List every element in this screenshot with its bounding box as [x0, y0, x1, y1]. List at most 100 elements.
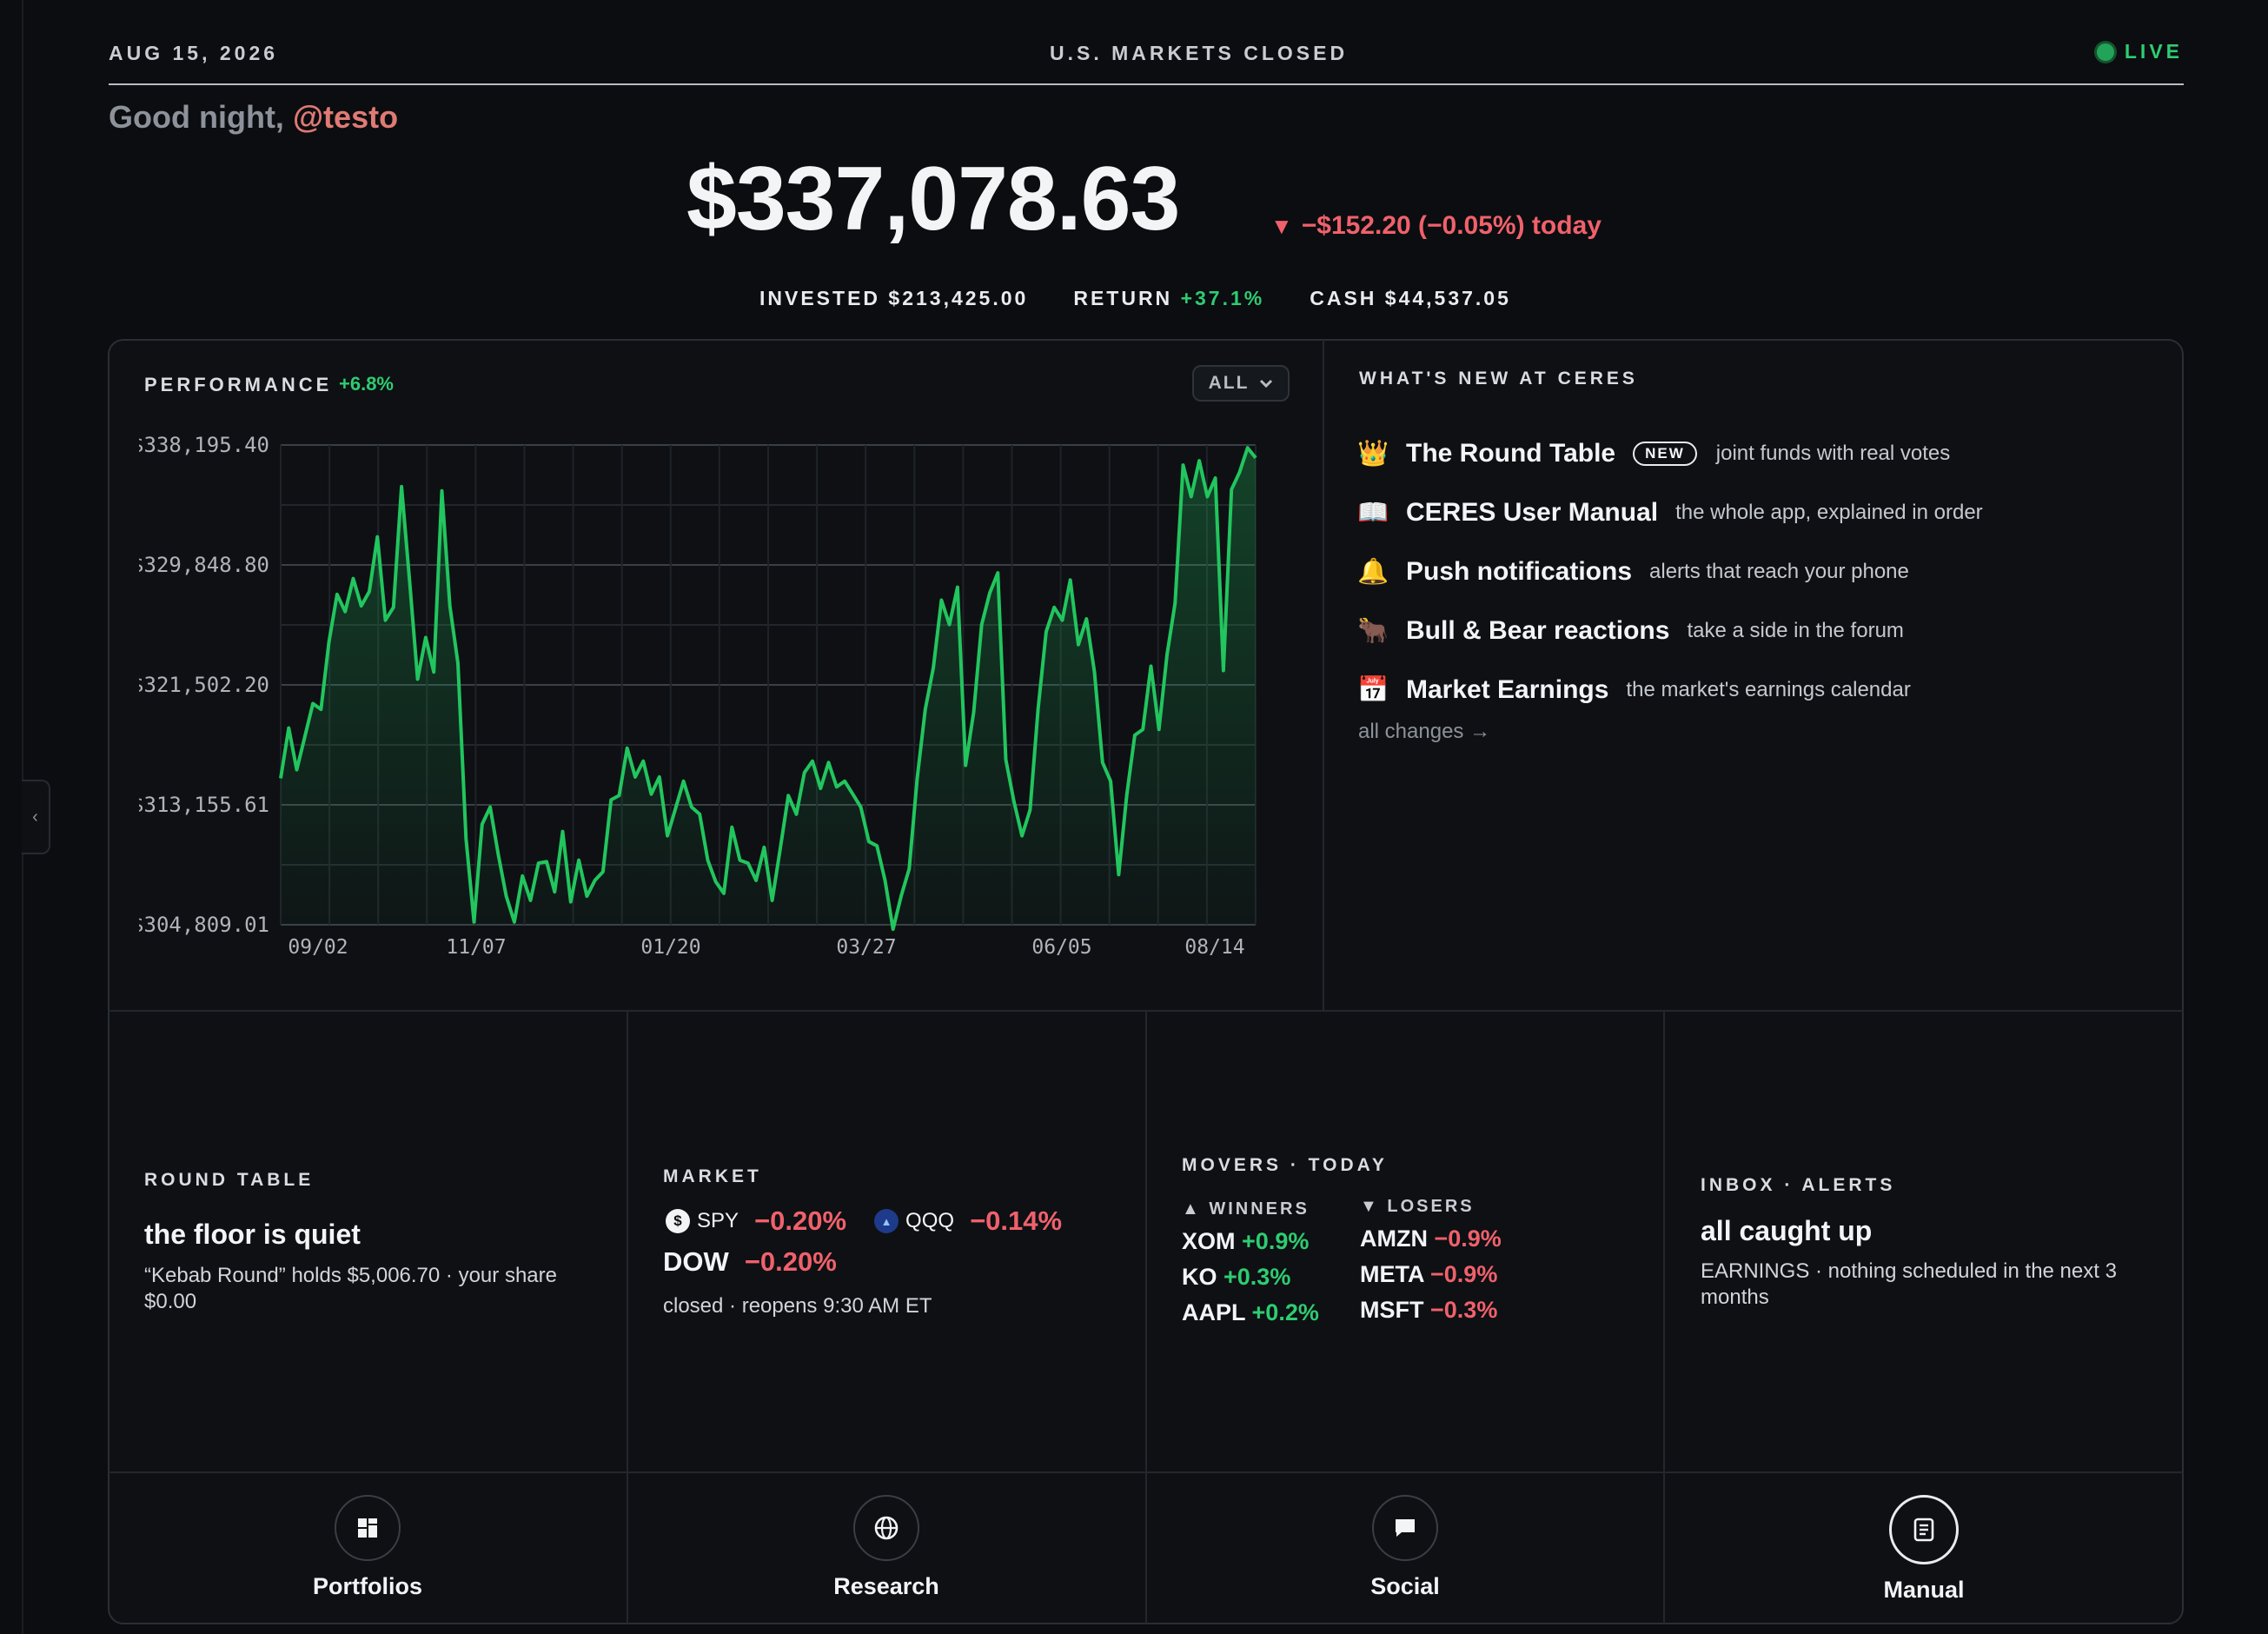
live-indicator: LIVE: [2096, 40, 2183, 63]
news-item-market-earnings[interactable]: 📅 Market Earnings the market's earnings …: [1357, 661, 1983, 720]
mover-change: +0.9%: [1242, 1228, 1310, 1254]
bell-icon: 🔔: [1357, 558, 1389, 586]
y-tick-label: $304,809.01: [139, 913, 269, 937]
mover-row[interactable]: META −0.9%: [1360, 1261, 1502, 1297]
grid-icon: [358, 1518, 377, 1538]
card-divider: [627, 1012, 628, 1624]
x-tick-label: 03/27: [836, 936, 896, 959]
triangle-up-icon: ▲: [1182, 1199, 1202, 1219]
document-icon: [1913, 1518, 1934, 1542]
mover-row[interactable]: MSFT −0.3%: [1360, 1297, 1502, 1332]
new-badge: NEW: [1633, 442, 1697, 466]
nav-manual-label: Manual: [1883, 1577, 1965, 1603]
news-item-name: CERES User Manual: [1406, 498, 1659, 527]
crown-icon: 👑: [1357, 440, 1389, 468]
bull-icon: 🐂: [1357, 617, 1389, 645]
panel-divider: [109, 1010, 2183, 1012]
performance-label: PERFORMANCE: [144, 374, 333, 395]
news-item-round-table[interactable]: 👑 The Round Table NEW joint funds with r…: [1357, 424, 1983, 483]
stat-return: RETURN +37.1%: [1073, 287, 1264, 310]
news-item-name: The Round Table: [1406, 439, 1616, 468]
x-tick-label: 11/07: [446, 936, 506, 959]
performance-chart: $338,195.40 $329,848.80 $321,502.20 $313,15…: [139, 433, 1257, 959]
inbox-text: EARNINGS · nothing scheduled in the next…: [1701, 1259, 2117, 1309]
nav-research[interactable]: Research: [627, 1495, 1145, 1600]
news-item-desc: alerts that reach your phone: [1649, 560, 1909, 583]
cash-label: CASH: [1310, 287, 1377, 309]
dow-change: −0.20%: [744, 1246, 837, 1277]
dow-symbol: DOW: [663, 1246, 729, 1277]
news-item-desc: joint funds with real votes: [1715, 442, 1951, 465]
winners-label: WINNERS: [1209, 1199, 1310, 1219]
cash-value: $44,537.05: [1384, 287, 1511, 309]
nav-manual[interactable]: Manual: [1665, 1495, 2183, 1604]
range-value: ALL: [1208, 373, 1250, 393]
news-item-name: Bull & Bear reactions: [1406, 616, 1670, 645]
all-changes-link[interactable]: all changes →: [1358, 720, 1491, 743]
calendar-icon: 📅: [1357, 676, 1389, 704]
news-item-user-manual[interactable]: 📖 CERES User Manual the whole app, expla…: [1357, 483, 1983, 542]
username-link[interactable]: @testo: [292, 99, 399, 135]
sidebar-collapse-button[interactable]: ‹: [22, 780, 50, 854]
market-label: MARKET: [663, 1166, 762, 1186]
nav-social[interactable]: Social: [1146, 1495, 1664, 1600]
news-list: 👑 The Round Table NEW joint funds with r…: [1357, 424, 1983, 720]
header-divider: [109, 83, 2184, 85]
nav-portfolios[interactable]: Portfolios: [109, 1495, 627, 1600]
nav-portfolios-button[interactable]: [335, 1495, 401, 1561]
dollar-icon: $: [666, 1209, 690, 1233]
x-tick-label: 01/20: [640, 936, 700, 959]
y-tick-label: $313,155.61: [139, 793, 269, 817]
y-tick-label: $321,502.20: [139, 673, 269, 697]
mover-symbol: AAPL: [1182, 1299, 1246, 1325]
inbox-title[interactable]: all caught up: [1701, 1215, 1873, 1246]
performance-pct: +6.8%: [339, 373, 394, 395]
news-item-name: Push notifications: [1406, 557, 1633, 586]
nav-social-button[interactable]: [1372, 1495, 1438, 1561]
market-status-text: closed · reopens 9:30 AM ET: [663, 1294, 932, 1318]
losers-label: LOSERS: [1387, 1197, 1475, 1216]
series-line: [279, 446, 1257, 932]
stat-cash: CASH $44,537.05: [1310, 287, 1511, 310]
y-tick-label: $329,848.80: [139, 553, 269, 577]
market-status: U.S. MARKETS CLOSED: [1050, 42, 1349, 64]
news-title: WHAT'S NEW AT CERES: [1359, 369, 1638, 389]
mover-row[interactable]: XOM +0.9%: [1182, 1228, 1319, 1264]
round-table-title[interactable]: the floor is quiet: [144, 1219, 361, 1250]
qqq-symbol: QQQ: [905, 1209, 955, 1232]
inbox-label: INBOX · ALERTS: [1701, 1175, 1896, 1195]
news-item-push-notifications[interactable]: 🔔 Push notifications alerts that reach y…: [1357, 542, 1983, 601]
mover-change: −0.3%: [1430, 1297, 1498, 1323]
series-area: [281, 448, 1256, 930]
news-item-bull-bear[interactable]: 🐂 Bull & Bear reactions take a side in t…: [1357, 601, 1983, 661]
daily-change: ▼ −$152.20 (−0.05%) today: [1270, 211, 1602, 241]
globe-icon: [874, 1516, 899, 1540]
mover-row[interactable]: AAPL +0.2%: [1182, 1299, 1319, 1335]
chevron-down-icon: [1260, 379, 1273, 389]
card-divider: [1663, 1012, 1665, 1624]
winners-list: ▲ WINNERS XOM +0.9% KO +0.3% AAPL +0.2%: [1182, 1199, 1319, 1335]
range-select[interactable]: ALL: [1192, 365, 1290, 402]
mover-row[interactable]: AMZN −0.9%: [1360, 1226, 1502, 1261]
news-item-desc: the market's earnings calendar: [1626, 678, 1911, 701]
panel-divider: [1323, 340, 1324, 1011]
daily-change-text: −$152.20 (−0.05%) today: [1301, 211, 1602, 240]
nav-research-button[interactable]: [853, 1495, 919, 1561]
mover-change: +0.2%: [1251, 1299, 1319, 1325]
greeting: Good night, @testo: [109, 99, 398, 136]
y-tick-label: $338,195.40: [139, 433, 269, 457]
nav-manual-button[interactable]: [1889, 1495, 1959, 1564]
live-dot-icon: [2096, 43, 2114, 61]
nasdaq-icon: ▲: [874, 1209, 899, 1233]
news-item-desc: the whole app, explained in order: [1675, 501, 1983, 524]
header-date: AUG 15, 2026: [109, 42, 279, 64]
round-table-text: “Kebab Round” holds $5,006.70 · your sha…: [144, 1264, 557, 1313]
greeting-text: Good night,: [109, 99, 293, 135]
movers-label: MOVERS · TODAY: [1182, 1155, 1388, 1175]
mover-change: −0.9%: [1430, 1261, 1498, 1287]
news-item-name: Market Earnings: [1406, 675, 1609, 704]
mover-change: −0.9%: [1434, 1226, 1502, 1252]
losers-list: ▼ LOSERS AMZN −0.9% META −0.9% MSFT −0.3…: [1360, 1197, 1502, 1332]
x-tick-label: 06/05: [1031, 936, 1091, 959]
mover-row[interactable]: KO +0.3%: [1182, 1264, 1319, 1299]
